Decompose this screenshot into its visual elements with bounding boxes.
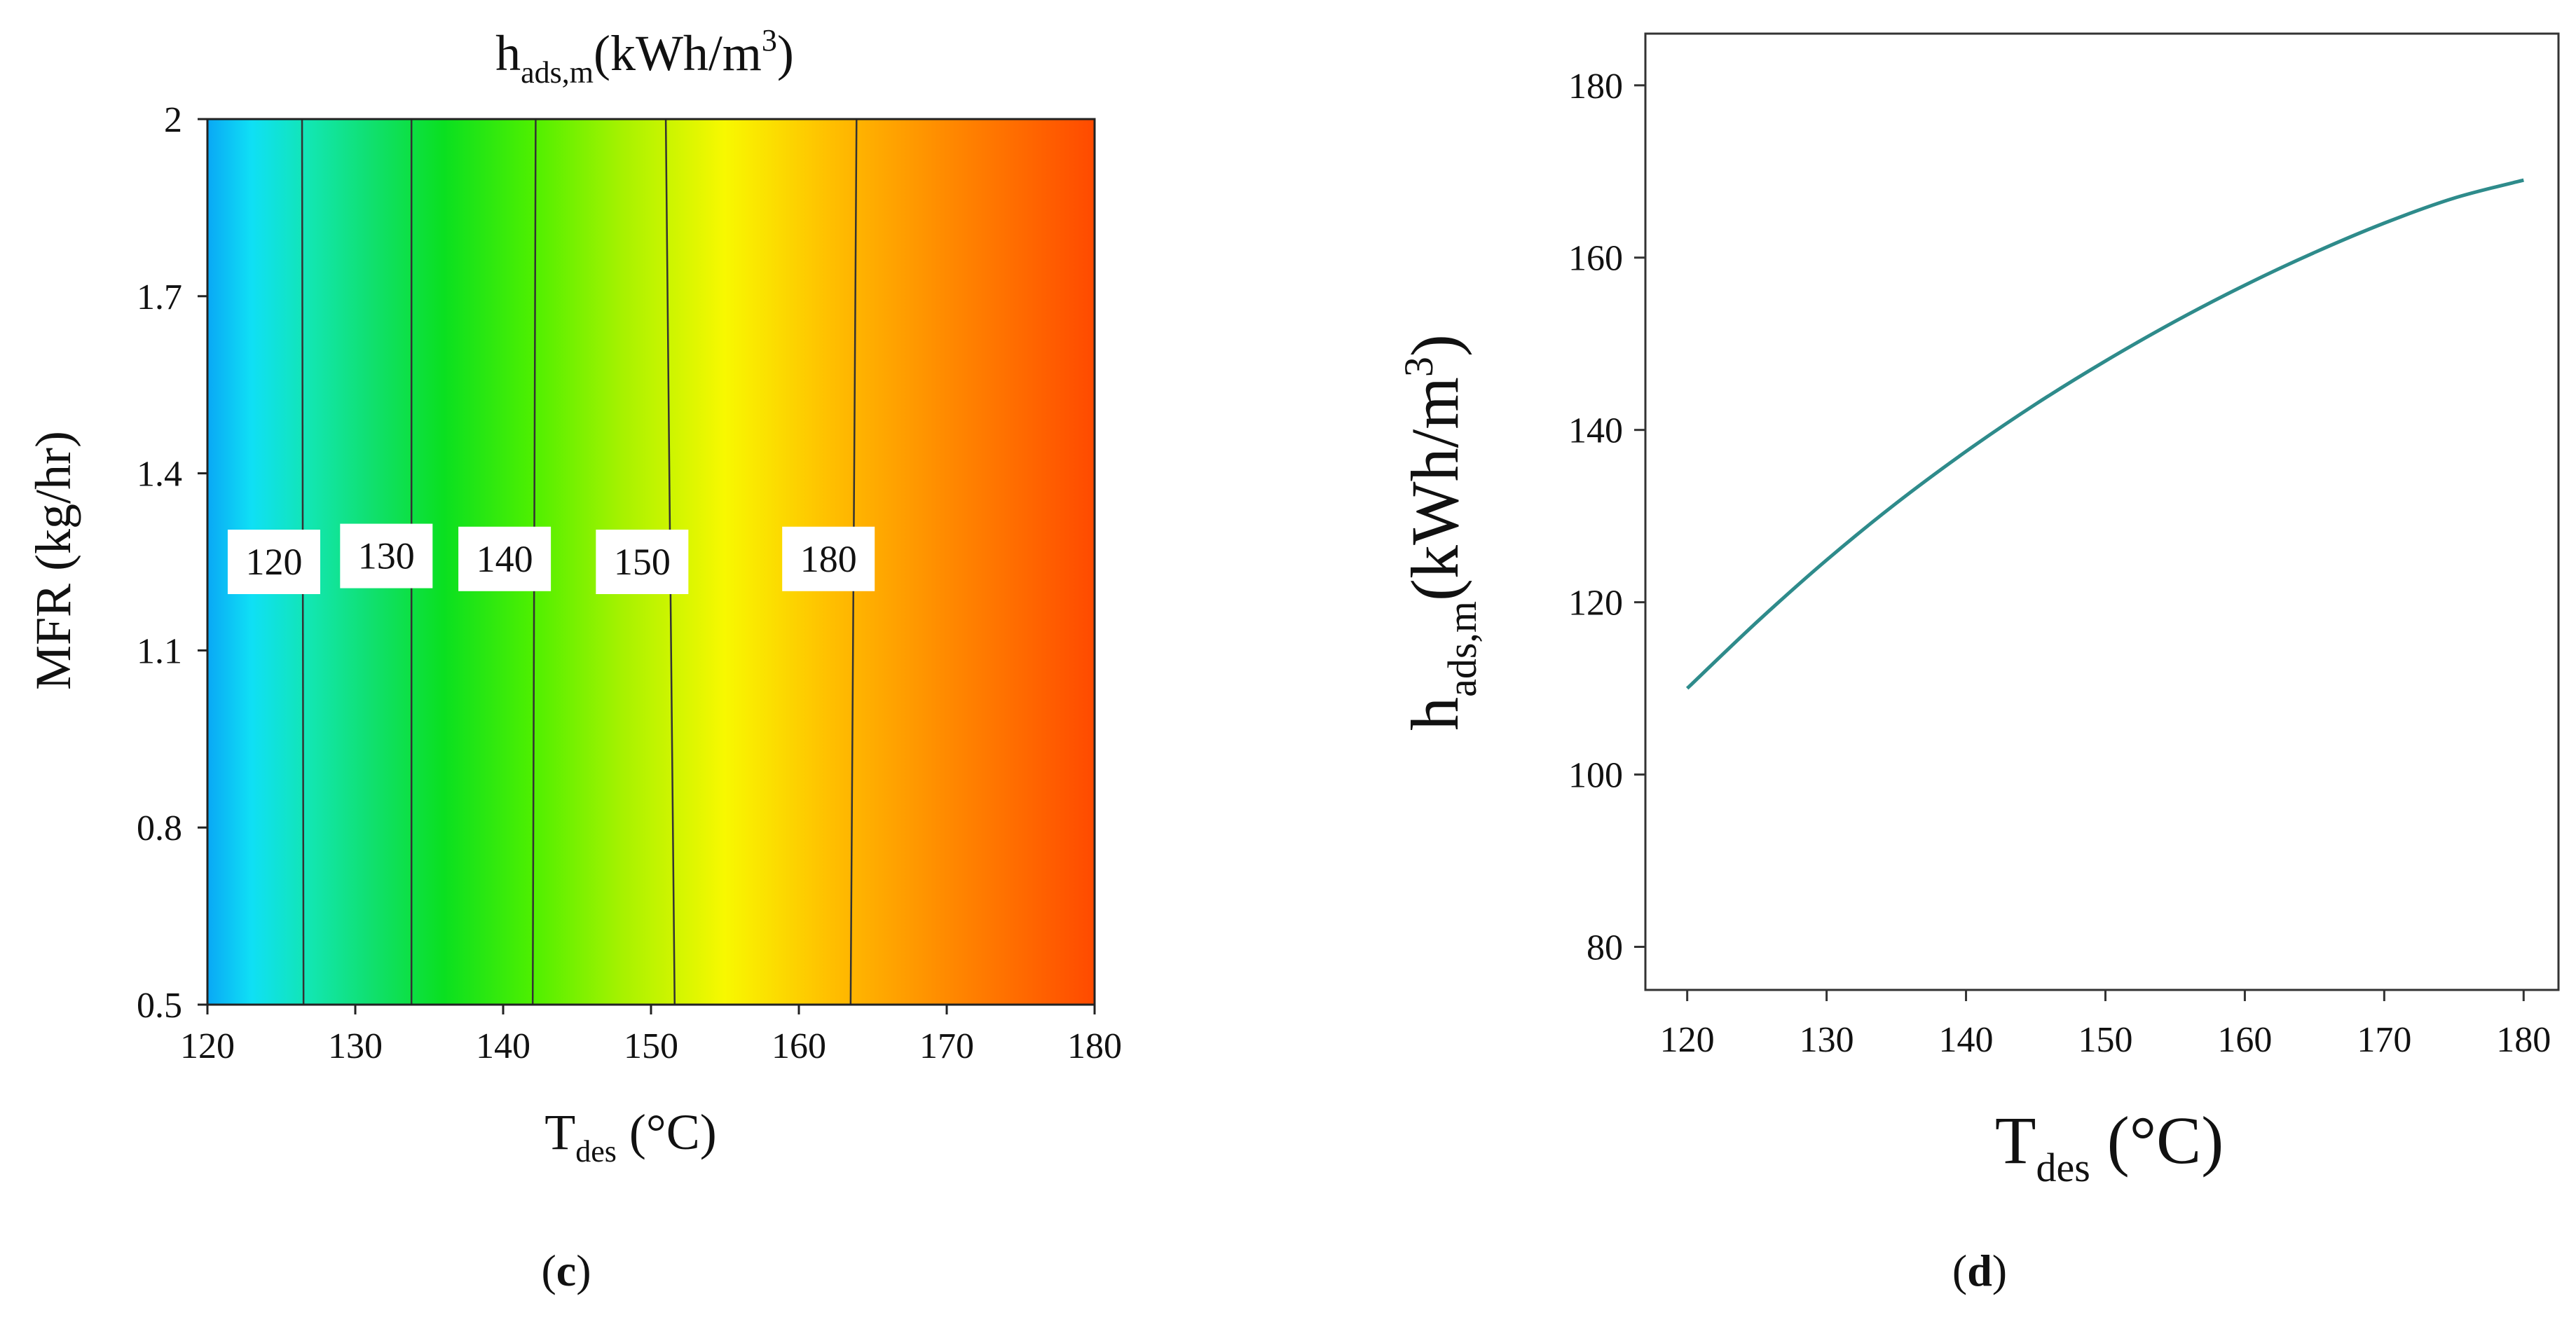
panel-c-x-label: Tdes (°C) xyxy=(544,1104,716,1169)
panel-d-x-label: Tdes (°C) xyxy=(1995,1103,2224,1190)
y-tick-label: 140 xyxy=(1568,411,1623,451)
panel-d-x-ticks: 120 130 140 150 160 170 180 xyxy=(1660,990,2551,1060)
x-tick-label: 150 xyxy=(624,1026,678,1066)
x-tick-label: 170 xyxy=(2357,1020,2411,1060)
x-tick-label: 120 xyxy=(1660,1020,1715,1060)
panel-d-line-chart: 120 130 140 150 160 170 180 80100120140160180 … xyxy=(1396,32,2560,1295)
contour-label-box xyxy=(596,530,689,594)
contour-label-text: 120 xyxy=(245,541,302,583)
x-tick-label: 180 xyxy=(2496,1020,2551,1060)
contour-label-box xyxy=(782,526,875,591)
panel-d-label: (d) xyxy=(1952,1246,2007,1295)
panel-c-y-label: MFR (kg/hr) xyxy=(25,431,81,690)
panel-d-y-label: hads,m(kWh/m3) xyxy=(1396,334,1485,731)
y-tick-label: 1.7 xyxy=(137,277,182,317)
y-tick-label: 0.8 xyxy=(137,808,182,848)
series-line-h-ads-m xyxy=(1685,178,2524,690)
x-tick-label: 140 xyxy=(1939,1020,1994,1060)
contour-label-180: 180 xyxy=(782,526,875,591)
contour-label-text: 180 xyxy=(800,538,857,580)
panel-d-y-ticks: 80 100 120 140 160 180 xyxy=(1568,67,1645,968)
x-tick-label: 170 xyxy=(919,1026,974,1066)
y-tick-label: 160 xyxy=(1568,239,1623,279)
contour-labels: 120 130 140 150 180 xyxy=(227,523,875,594)
y-tick-label: 180 xyxy=(1568,67,1623,106)
x-tick-label: 140 xyxy=(476,1026,530,1066)
contour-label-box xyxy=(340,523,433,588)
panel-c-y-ticks: 0.5 0.8 1.1 1.4 1.7 2 xyxy=(137,100,207,1026)
y-tick-label: 0.5 xyxy=(137,986,182,1026)
x-tick-label: 150 xyxy=(2078,1020,2132,1060)
contour-label-150: 150 xyxy=(596,530,689,594)
y-tick-label: 120 xyxy=(1568,584,1623,624)
contour-label-text: 140 xyxy=(477,538,533,580)
y-tick-label: 80 xyxy=(1587,928,1623,968)
contour-label-120: 120 xyxy=(227,530,320,594)
x-tick-label: 160 xyxy=(2217,1020,2272,1060)
x-tick-label: 160 xyxy=(772,1026,826,1066)
y-tick-label: 1.4 xyxy=(137,455,182,495)
y-tick-label: 100 xyxy=(1568,756,1623,796)
contour-label-130: 130 xyxy=(340,523,433,588)
contour-label-140: 140 xyxy=(458,526,551,591)
x-tick-label: 130 xyxy=(328,1026,383,1066)
contour-label-text: 130 xyxy=(358,535,415,577)
panel-c-label: (c) xyxy=(541,1246,591,1295)
panel-c-x-ticks: 120 130 140 150 160 170 180 xyxy=(180,1005,1122,1066)
x-tick-label: 180 xyxy=(1067,1026,1122,1066)
panel-c-title: hads,m(kWh/m3) xyxy=(495,23,794,90)
contour-label-text: 150 xyxy=(614,541,671,583)
x-tick-label: 130 xyxy=(1800,1020,1854,1060)
contour-label-box xyxy=(227,530,320,594)
y-tick-label: 2 xyxy=(164,100,182,140)
x-tick-label: 120 xyxy=(180,1026,235,1066)
contour-label-box xyxy=(458,526,551,591)
plot-frame xyxy=(1644,32,2560,991)
y-tick-label: 1.1 xyxy=(137,631,182,671)
panel-c-heatmap: hads,m(kWh/m3) 120 130 140 150 160 170 180 0.5… xyxy=(25,23,1122,1295)
